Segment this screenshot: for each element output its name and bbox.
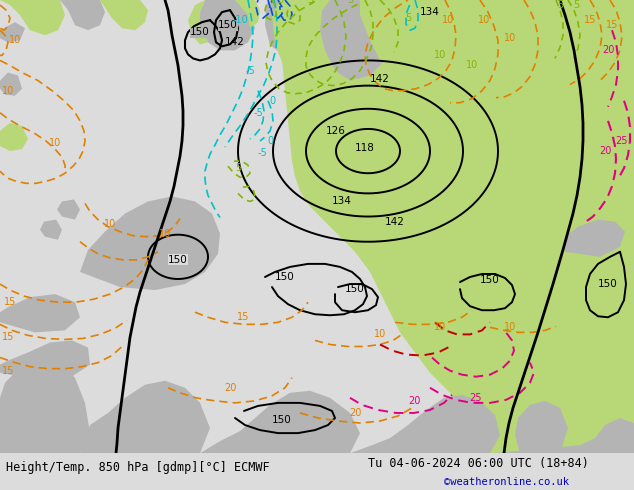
Polygon shape bbox=[57, 199, 80, 220]
Text: 5: 5 bbox=[347, 0, 353, 5]
Text: 5: 5 bbox=[557, 0, 563, 10]
Text: 5: 5 bbox=[307, 0, 313, 5]
Text: 15: 15 bbox=[2, 332, 14, 343]
Polygon shape bbox=[100, 0, 148, 30]
Text: 10: 10 bbox=[104, 219, 116, 229]
Text: 15: 15 bbox=[584, 15, 596, 25]
Text: 134: 134 bbox=[332, 196, 352, 206]
Text: 15: 15 bbox=[606, 20, 618, 30]
Text: 10: 10 bbox=[442, 15, 454, 25]
Text: ©weatheronline.co.uk: ©weatheronline.co.uk bbox=[444, 477, 569, 487]
Text: 10: 10 bbox=[434, 322, 446, 332]
Text: 142: 142 bbox=[370, 74, 390, 84]
Text: 5: 5 bbox=[573, 0, 579, 10]
Text: 10: 10 bbox=[159, 229, 171, 239]
Text: 20: 20 bbox=[349, 408, 361, 418]
Polygon shape bbox=[360, 0, 420, 66]
Text: 25: 25 bbox=[469, 393, 481, 403]
Text: -5: -5 bbox=[245, 66, 255, 75]
Text: 150: 150 bbox=[480, 275, 500, 285]
Text: 118: 118 bbox=[355, 143, 375, 153]
Text: 150: 150 bbox=[275, 272, 295, 282]
Text: -5: -5 bbox=[253, 108, 263, 118]
Polygon shape bbox=[272, 0, 330, 73]
Polygon shape bbox=[200, 0, 255, 50]
Text: 10: 10 bbox=[478, 15, 490, 25]
Text: 10: 10 bbox=[434, 50, 446, 60]
Polygon shape bbox=[350, 395, 500, 453]
Text: 150: 150 bbox=[345, 284, 365, 294]
Text: 150: 150 bbox=[598, 279, 618, 289]
Text: -5: -5 bbox=[257, 148, 267, 158]
Text: 15: 15 bbox=[4, 297, 16, 307]
Text: 10: 10 bbox=[49, 138, 61, 148]
Polygon shape bbox=[330, 153, 465, 217]
Polygon shape bbox=[0, 341, 90, 381]
Polygon shape bbox=[80, 381, 210, 453]
Text: 20: 20 bbox=[602, 46, 614, 55]
Text: 126: 126 bbox=[326, 126, 346, 136]
Polygon shape bbox=[490, 358, 548, 408]
Text: 134: 134 bbox=[420, 7, 440, 17]
Text: 5: 5 bbox=[405, 13, 411, 23]
Text: 0: 0 bbox=[269, 96, 275, 106]
Polygon shape bbox=[280, 0, 634, 453]
Text: Tu 04-06-2024 06:00 UTC (18+84): Tu 04-06-2024 06:00 UTC (18+84) bbox=[368, 457, 588, 470]
Text: 15: 15 bbox=[2, 366, 14, 376]
Text: 20: 20 bbox=[408, 396, 420, 406]
Polygon shape bbox=[515, 401, 568, 453]
Polygon shape bbox=[320, 0, 390, 80]
Text: 0: 0 bbox=[267, 136, 273, 146]
Polygon shape bbox=[0, 73, 22, 96]
Text: 10: 10 bbox=[2, 86, 14, 96]
Polygon shape bbox=[235, 0, 260, 28]
Polygon shape bbox=[0, 358, 90, 453]
Text: -10: -10 bbox=[232, 15, 248, 25]
Polygon shape bbox=[0, 123, 28, 151]
Polygon shape bbox=[200, 391, 360, 453]
Text: 25: 25 bbox=[616, 136, 628, 146]
Text: 10: 10 bbox=[504, 322, 516, 332]
Text: 20: 20 bbox=[598, 146, 611, 156]
Text: 5: 5 bbox=[277, 0, 283, 5]
Polygon shape bbox=[40, 220, 62, 240]
Text: 5: 5 bbox=[235, 163, 241, 173]
Polygon shape bbox=[188, 0, 208, 44]
Text: 142: 142 bbox=[225, 37, 245, 48]
Text: 15: 15 bbox=[237, 312, 249, 322]
Polygon shape bbox=[265, 0, 315, 55]
Polygon shape bbox=[60, 0, 105, 30]
Text: 150: 150 bbox=[218, 20, 238, 30]
Text: 10: 10 bbox=[466, 60, 478, 71]
Polygon shape bbox=[0, 0, 65, 35]
Polygon shape bbox=[80, 196, 220, 290]
Text: 150: 150 bbox=[272, 415, 292, 425]
Text: 20: 20 bbox=[224, 383, 236, 393]
Text: 10: 10 bbox=[9, 35, 21, 45]
Polygon shape bbox=[565, 220, 625, 257]
Text: 150: 150 bbox=[190, 27, 210, 37]
Polygon shape bbox=[0, 22, 25, 42]
Polygon shape bbox=[0, 294, 80, 332]
Text: 10: 10 bbox=[504, 33, 516, 43]
Text: 10: 10 bbox=[374, 329, 386, 340]
Text: Height/Temp. 850 hPa [gdmp][°C] ECMWF: Height/Temp. 850 hPa [gdmp][°C] ECMWF bbox=[6, 461, 270, 474]
Text: 142: 142 bbox=[385, 217, 405, 226]
Text: 150: 150 bbox=[168, 255, 188, 265]
Polygon shape bbox=[490, 418, 634, 453]
